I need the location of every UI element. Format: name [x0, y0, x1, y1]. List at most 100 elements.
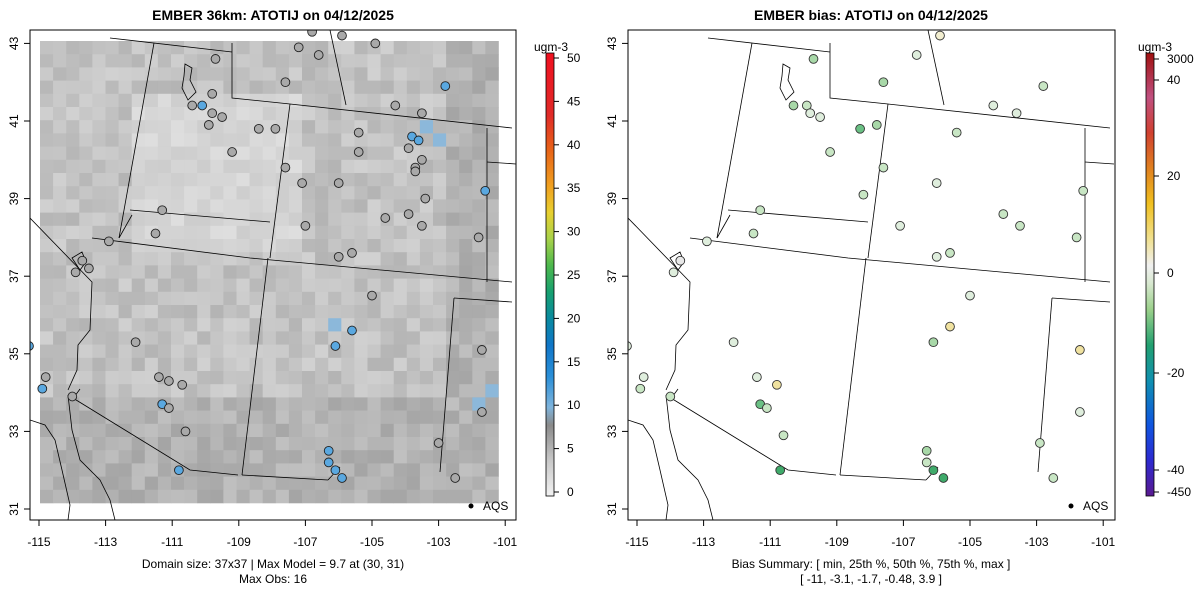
heatmap-cell	[184, 173, 198, 187]
heatmap-cell	[288, 186, 303, 200]
station-marker	[413, 135, 424, 146]
heatmap-cell	[262, 41, 277, 55]
heatmap-cell	[302, 120, 316, 134]
bias-station-marker	[998, 209, 1009, 219]
heatmap-cell	[223, 384, 237, 398]
heatmap-cell	[341, 291, 355, 306]
heatmap-cell	[157, 265, 172, 279]
heatmap-cell	[171, 41, 185, 55]
heatmap-cell	[197, 199, 211, 213]
heatmap-cell	[66, 463, 80, 477]
heatmap-cell	[288, 278, 303, 293]
heatmap-cell	[367, 120, 381, 134]
heatmap-cell	[485, 252, 499, 266]
heatmap-cell	[40, 67, 54, 81]
heatmap-cell	[367, 437, 381, 451]
heatmap-cell	[367, 252, 381, 266]
heatmap-cell	[92, 133, 106, 147]
heatmap-cell	[184, 305, 198, 319]
state-boundaries	[30, 30, 516, 520]
bias-station-marker	[628, 341, 632, 351]
heatmap-cell	[236, 410, 250, 425]
heatmap-cell	[223, 80, 237, 95]
bias-station-marker	[668, 267, 679, 278]
y-tick-label: 31	[605, 502, 619, 516]
heatmap-cell	[118, 199, 132, 213]
heatmap-cell	[144, 186, 159, 200]
heatmap-cell	[40, 437, 54, 451]
heatmap-cell	[341, 450, 355, 464]
heatmap-cell	[236, 54, 250, 68]
bias-station-marker	[825, 147, 835, 157]
heatmap-cell	[262, 357, 277, 372]
heatmap-cell	[380, 384, 394, 398]
heatmap-cell	[144, 384, 159, 398]
heatmap-cell	[262, 239, 277, 253]
heatmap-cell	[485, 67, 499, 81]
heatmap-cell	[302, 463, 316, 477]
heatmap-cell	[105, 384, 119, 398]
heatmap-cell	[157, 384, 172, 398]
legend-marker	[468, 503, 474, 509]
heatmap-cell	[118, 225, 132, 240]
heatmap-cell	[92, 410, 106, 425]
station-marker	[130, 337, 141, 348]
heatmap-cell	[92, 239, 106, 253]
heatmap-cell	[157, 54, 172, 68]
heatmap-cell	[40, 305, 54, 319]
heatmap-cell	[157, 159, 172, 174]
heatmap-cell	[79, 173, 93, 187]
heatmap-cell	[144, 305, 159, 319]
y-tick-label: 33	[7, 424, 21, 438]
heatmap-cell	[197, 41, 211, 55]
station-marker	[347, 248, 357, 258]
heatmap-cell	[53, 344, 67, 359]
heatmap-cell	[341, 173, 355, 187]
heatmap-cell	[406, 384, 421, 398]
heatmap-cell	[446, 357, 460, 372]
domain-caption: Domain size: 37x37 | Max Model = 9.7 at …	[142, 557, 404, 571]
heatmap-cell	[249, 450, 263, 464]
heatmap-cell	[66, 212, 80, 227]
heatmap-cell	[406, 437, 421, 451]
heatmap-cell	[197, 239, 211, 253]
heatmap-cell	[433, 225, 447, 240]
heatmap-cell	[472, 489, 486, 504]
heatmap-cell	[92, 384, 106, 398]
boundary-line	[665, 394, 837, 476]
heatmap-cell	[184, 120, 198, 134]
heatmap-cell	[157, 133, 172, 147]
heatmap-cell	[419, 331, 434, 345]
heatmap-cell	[328, 397, 342, 411]
heatmap-cell	[380, 186, 394, 200]
heatmap-cell	[472, 159, 486, 174]
bias-station-marker	[945, 321, 955, 332]
heatmap-cell	[184, 239, 198, 253]
heatmap-cell	[105, 252, 119, 266]
heatmap-cell	[131, 357, 146, 372]
heatmap-cell	[406, 278, 421, 293]
heatmap-cell	[393, 252, 408, 266]
heatmap-cell	[433, 107, 447, 121]
station-marker	[217, 112, 227, 122]
heatmap-cell	[79, 80, 93, 95]
heatmap-cell	[302, 397, 316, 411]
heatmap-cell	[341, 410, 355, 425]
heatmap-cell	[419, 344, 434, 359]
heatmap-cell	[131, 423, 146, 438]
heatmap-cell	[53, 450, 67, 464]
heatmap-cell	[79, 450, 93, 464]
heatmap-cell	[328, 159, 342, 174]
heatmap-cell	[328, 239, 342, 253]
heatmap-cell	[92, 357, 106, 372]
heatmap-cell	[236, 305, 250, 319]
heatmap-cell	[79, 239, 93, 253]
heatmap-cell	[197, 67, 211, 81]
heatmap-cell	[184, 146, 198, 161]
heatmap-cell	[118, 67, 132, 81]
heatmap-cell	[92, 120, 106, 134]
heatmap-cell	[184, 199, 198, 213]
heatmap-cell	[459, 54, 473, 68]
station-marker	[207, 88, 218, 99]
heatmap-cell	[171, 159, 185, 174]
